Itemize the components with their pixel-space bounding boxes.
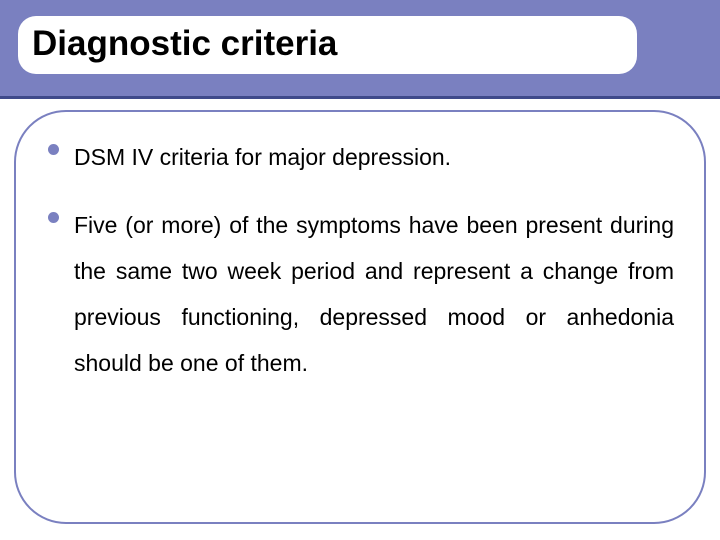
slide-title: Diagnostic criteria (32, 24, 337, 63)
bullet-list: DSM IV criteria for major depression. Fi… (46, 134, 674, 386)
list-item: DSM IV criteria for major depression. (46, 134, 674, 180)
bullet-text: Five (or more) of the symptoms have been… (74, 212, 674, 376)
list-item: Five (or more) of the symptoms have been… (46, 202, 674, 386)
content-frame: DSM IV criteria for major depression. Fi… (14, 110, 706, 524)
title-container: Diagnostic criteria (0, 4, 720, 86)
slide: Diagnostic criteria DSM IV criteria for … (0, 0, 720, 540)
bullet-text: DSM IV criteria for major depression. (74, 144, 451, 170)
title-box: Diagnostic criteria (18, 16, 637, 74)
header-underline (0, 96, 720, 99)
